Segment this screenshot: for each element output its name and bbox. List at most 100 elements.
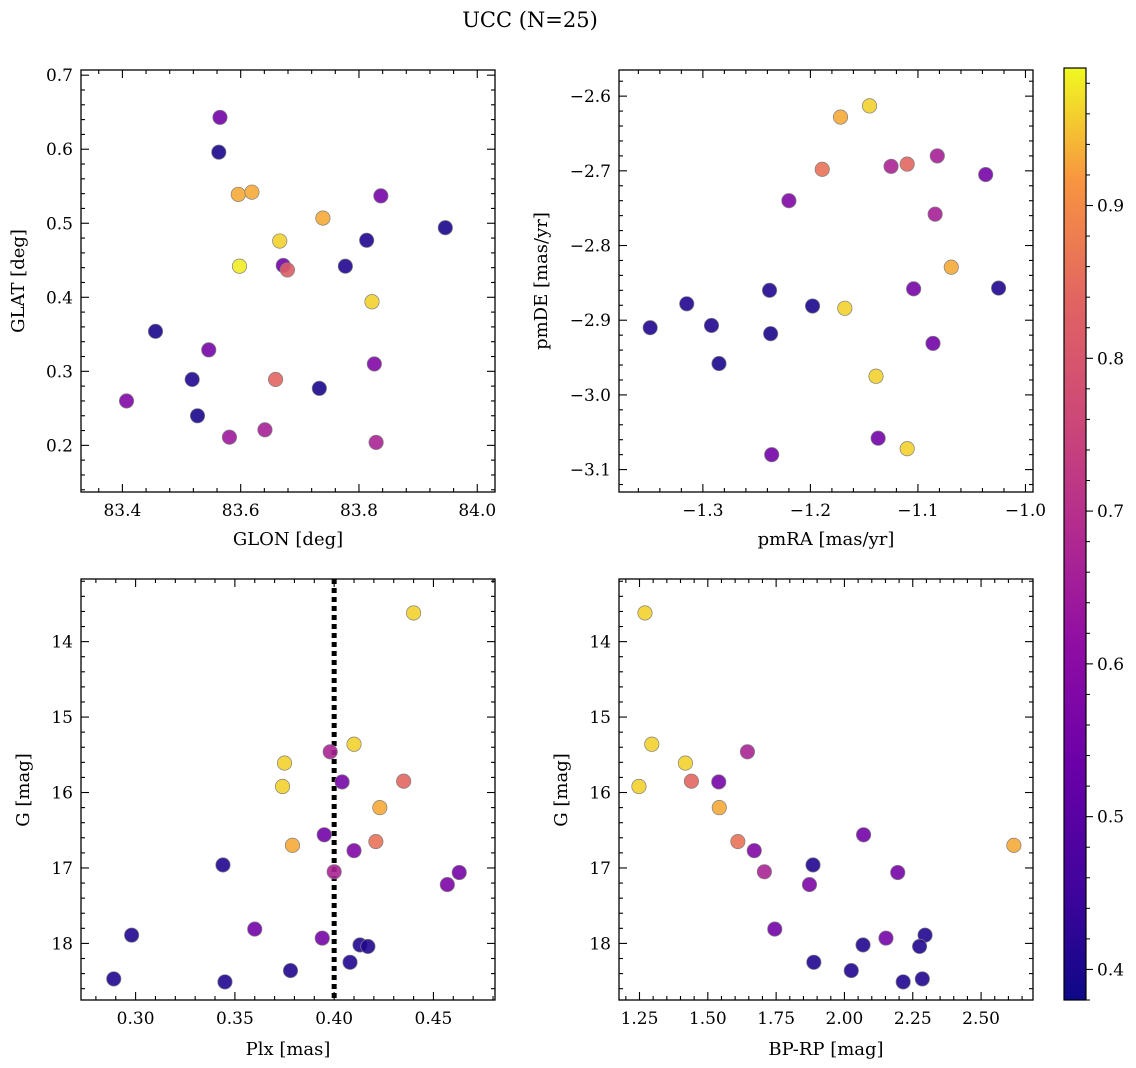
x-tick-label: 1.75 [757, 1009, 795, 1029]
y-tick-label: 0.2 [46, 436, 73, 456]
scatter-point [895, 974, 911, 990]
scatter-point [679, 296, 695, 312]
axes-frame [618, 578, 1034, 1001]
scatter-point [217, 974, 233, 990]
scatter-point [334, 774, 350, 790]
panel-glon-glat: GLON [deg] GLAT [deg] 83.4 83.6 83.8 84.0 0.… [8, 66, 496, 550]
scatter-point [268, 371, 284, 388]
x-tick-label: 0.40 [315, 1009, 353, 1029]
scatter-point [221, 429, 237, 445]
colorbar-gradient [1063, 67, 1087, 1001]
colorbar-tick-label: 0.7 [1097, 502, 1124, 522]
scatter-point [274, 778, 291, 795]
scatter-point [372, 800, 388, 816]
scatter-point [106, 971, 122, 987]
scatter-point [359, 232, 375, 248]
scatter-point [244, 184, 260, 200]
panel-pmra-pmde-ylabel: pmDE [mas/yr] [531, 212, 552, 350]
scatter-point [360, 938, 376, 954]
scatter-point [683, 773, 699, 789]
scatter-point [396, 773, 412, 789]
colorbar: 0.4 0.5 0.6 0.7 0.8 0.9 [1063, 67, 1124, 1001]
scatter-point [276, 755, 293, 771]
scatter-point [437, 220, 453, 236]
x-tick-label: 0.35 [216, 1009, 254, 1029]
scatter-point [925, 335, 941, 351]
y-tick-label: 17 [51, 859, 73, 879]
panel-plx-g-ylabel: G [mag] [13, 753, 34, 826]
scatter-point [284, 837, 301, 853]
scatter-point [730, 834, 746, 850]
scatter-point [806, 954, 822, 970]
scatter-point [832, 109, 849, 125]
y-tick-label: 16 [589, 784, 611, 804]
scatter-point [322, 744, 338, 760]
panel-bprp-g-ylabel: G [mag] [551, 753, 572, 826]
scatter-point [814, 161, 830, 177]
scatter-point [346, 736, 362, 752]
y-tick-label: 15 [51, 708, 73, 728]
y-tick-label: 16 [51, 784, 73, 804]
axes-frame [80, 578, 496, 1001]
scatter-point [279, 262, 295, 278]
scatter-point [184, 371, 200, 388]
scatter-point [843, 963, 859, 979]
scatter-point [247, 921, 263, 937]
x-tick-label: 83.4 [103, 501, 141, 521]
scatter-point [368, 834, 384, 850]
scatter-point [856, 827, 872, 843]
scatter-point [991, 280, 1007, 296]
x-tick-label: 1.50 [689, 1009, 727, 1029]
scatter-point [801, 877, 818, 893]
x-tick-label: 1.25 [621, 1009, 659, 1029]
scatter-point [315, 210, 331, 226]
scatter-point [212, 109, 228, 125]
scatter-point [746, 843, 762, 859]
y-tick-label: 0.3 [46, 362, 73, 382]
y-tick-label: −3.1 [570, 461, 611, 481]
scatter-point [862, 98, 878, 114]
scatter-point [644, 736, 660, 752]
y-tick-label: −2.6 [570, 87, 611, 107]
scatter-point [878, 930, 894, 946]
panel-bprp-g-xlabel: BP-RP [mag] [768, 1039, 883, 1060]
colorbar-tick-label: 0.5 [1097, 808, 1124, 828]
figure-title: UCC (N=25) [462, 8, 598, 32]
scatter-point [406, 605, 422, 621]
y-tick-label: 0.7 [46, 66, 73, 86]
scatter-point [711, 355, 727, 372]
scatter-point [767, 921, 783, 937]
scatter-point [899, 156, 915, 172]
x-tick-label: −1.0 [1005, 501, 1046, 521]
axes-frame [618, 69, 1034, 493]
scatter-point [326, 864, 342, 880]
scatter-point [272, 233, 288, 249]
scatter-point [677, 755, 693, 771]
colorbar-tick-label: 0.4 [1097, 960, 1124, 980]
scatter-point [978, 167, 994, 183]
scatter-point [346, 843, 362, 859]
scatter-point [637, 605, 653, 621]
y-tick-label: −2.8 [570, 237, 611, 257]
scatter-point [899, 441, 915, 457]
panel-bprp-g: BP-RP [mag] G [mag] 1.25 1.50 1.75 2.00 2.25… [551, 578, 1034, 1060]
panel-pmra-pmde-xlabel: pmRA [mas/yr] [758, 529, 895, 550]
scatter-point [314, 930, 330, 946]
scatter-point [914, 971, 930, 987]
scatter-point [282, 963, 299, 979]
scatter-point [189, 408, 206, 424]
scatter-point [805, 298, 821, 314]
y-tick-label: 14 [589, 633, 611, 653]
panel-glon-glat-xlabel: GLON [deg] [233, 529, 343, 550]
scatter-point [316, 827, 332, 843]
scatter-point [1006, 837, 1022, 853]
x-tick-label: −1.1 [897, 501, 938, 521]
y-tick-label: 15 [589, 708, 611, 728]
colorbar-tick-label: 0.8 [1097, 349, 1124, 369]
scatter-point [711, 774, 727, 790]
y-tick-label: 18 [589, 934, 611, 954]
x-tick-label: 2.25 [894, 1009, 932, 1029]
y-tick-label: 14 [51, 633, 73, 653]
scatter-point [739, 744, 755, 760]
